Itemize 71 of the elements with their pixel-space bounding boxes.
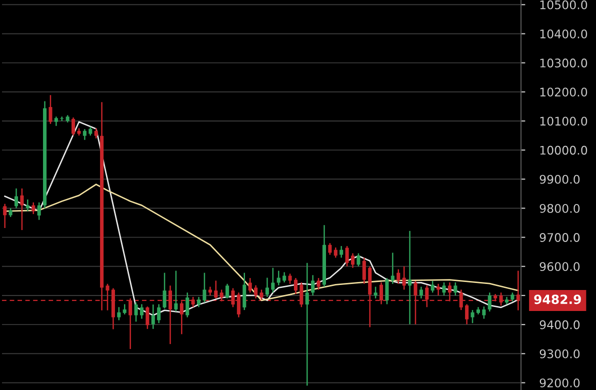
y-tick-label: 9700.0 — [540, 233, 580, 242]
candlestick — [248, 277, 252, 294]
candlestick — [442, 282, 446, 296]
candlestick — [294, 277, 298, 295]
candlestick — [345, 245, 349, 268]
candlestick — [72, 116, 76, 136]
candlestick — [311, 274, 315, 296]
candlestick — [271, 267, 275, 294]
candlestick — [362, 257, 366, 284]
candlestick — [202, 272, 206, 304]
candlestick — [196, 296, 201, 308]
candlestick — [37, 202, 41, 220]
candlestick — [408, 230, 412, 325]
candlestick — [288, 273, 292, 284]
candlestick — [14, 188, 18, 209]
y-tick-label: 9200.0 — [540, 378, 580, 388]
y-tick-label: 10300.0 — [540, 58, 588, 68]
y-tick-label: 10500.0 — [540, 0, 588, 10]
candlestick — [117, 306, 121, 321]
candlestick — [454, 282, 458, 296]
candlestick — [146, 306, 150, 330]
candlestick — [140, 304, 144, 320]
candlestick — [32, 202, 36, 215]
candlestick — [385, 277, 389, 305]
line-series — [4, 184, 519, 302]
y-tick-label: 9900.0 — [540, 174, 580, 184]
candlestick — [82, 128, 86, 141]
candlestick — [430, 280, 434, 294]
candlestick — [276, 270, 280, 286]
candlestick — [419, 286, 423, 300]
candlestick — [174, 270, 178, 312]
candlestick — [356, 252, 360, 268]
candlestick — [122, 304, 126, 316]
candlestick — [151, 304, 155, 330]
y-tick-label: 9400.0 — [540, 320, 580, 330]
candlestick — [402, 266, 406, 290]
candlestick — [157, 304, 161, 324]
candlestick — [282, 272, 286, 284]
ref-line-label: 9482.9 — [534, 294, 581, 304]
candlestick — [482, 306, 486, 320]
candlestick — [334, 246, 338, 258]
y-tick-label: 10400.0 — [540, 29, 588, 38]
candlestick — [350, 252, 355, 268]
candlestick — [3, 203, 7, 229]
candlestick — [242, 272, 246, 311]
candlestick — [226, 283, 230, 300]
candlestick — [162, 272, 166, 310]
candlestick — [340, 245, 344, 258]
y-tick-label: 9800.0 — [540, 204, 580, 213]
y-tick-label: 10000.0 — [540, 146, 588, 155]
candlestick — [328, 242, 332, 256]
candlestick — [374, 286, 378, 300]
candlestick — [396, 268, 400, 284]
candlestick — [20, 188, 24, 231]
y-tick-label: 10100.0 — [540, 116, 588, 126]
candlestick — [48, 94, 52, 125]
candlestick — [260, 289, 264, 300]
candlestick — [134, 302, 138, 322]
candlestick — [316, 277, 320, 290]
y-tick-label: 10200.0 — [540, 88, 588, 97]
y-tick-label: 9600.0 — [540, 262, 580, 272]
y-tick-label: 9300.0 — [540, 349, 580, 358]
candlestick — [94, 128, 98, 140]
candlestick — [305, 262, 309, 386]
candlestick — [390, 252, 394, 284]
candlestick — [488, 292, 492, 312]
candlestick — [470, 309, 474, 324]
candlestick — [265, 277, 269, 298]
candlestick — [54, 116, 58, 127]
candlestick — [186, 292, 190, 318]
candlestick — [465, 304, 469, 325]
